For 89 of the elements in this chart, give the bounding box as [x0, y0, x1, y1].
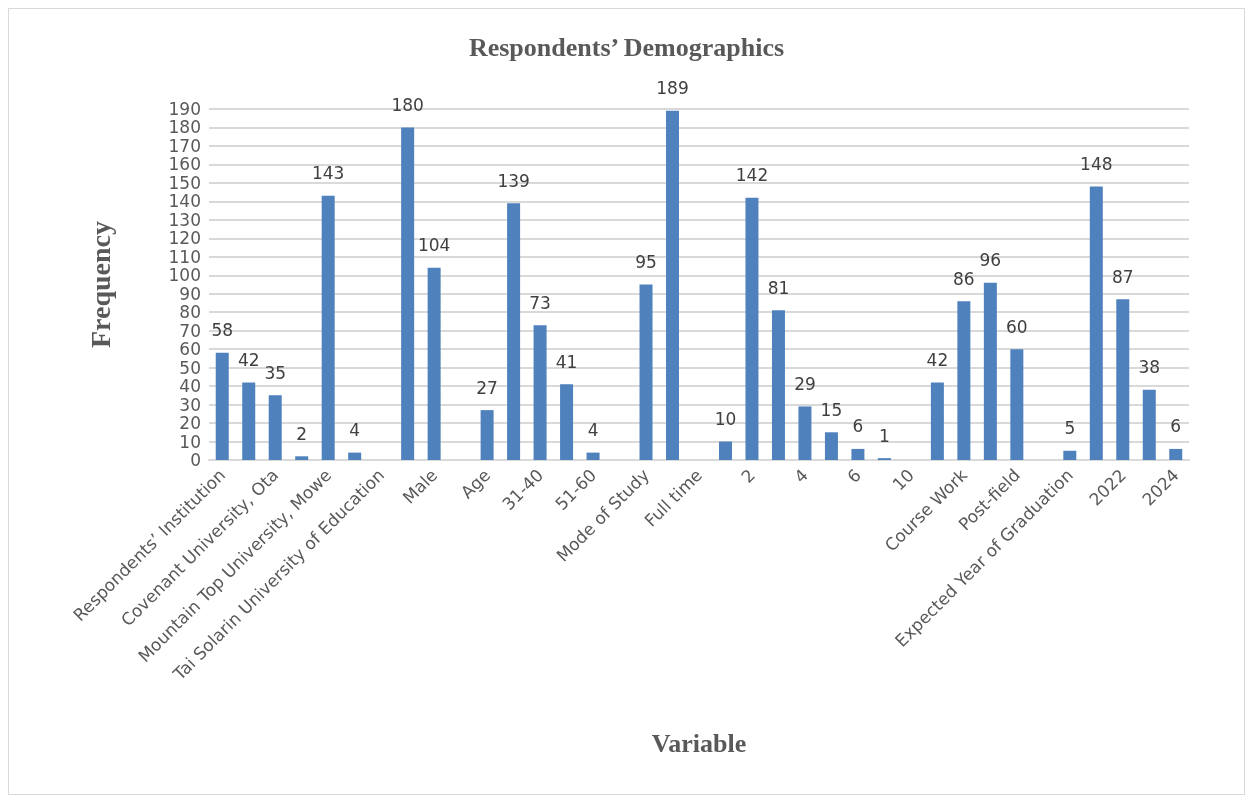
y-tick-label: 180 — [168, 117, 201, 138]
data-label: 6 — [1170, 416, 1182, 437]
bar — [745, 197, 759, 460]
y-tick-label: 100 — [168, 265, 201, 286]
bar — [1142, 389, 1156, 460]
data-label: 95 — [635, 252, 657, 272]
data-label: 4 — [349, 420, 361, 441]
data-label: 15 — [820, 399, 843, 420]
data-label: 6 — [852, 416, 864, 437]
data-label: 1 — [878, 425, 890, 446]
data-label: 29 — [794, 373, 816, 394]
y-tick-label: 190 — [168, 99, 201, 119]
y-tick-label: 0 — [190, 450, 201, 470]
bar — [507, 203, 521, 460]
x-tick-label: 6 — [843, 464, 865, 487]
bar — [1010, 349, 1024, 460]
data-label: 96 — [979, 250, 1002, 271]
y-tick-label: 30 — [179, 394, 201, 415]
data-label: 41 — [555, 351, 578, 372]
y-tick-label: 90 — [179, 283, 201, 304]
data-label: 142 — [735, 165, 769, 186]
bar — [480, 410, 494, 460]
y-tick-label: 170 — [168, 135, 201, 156]
data-label: 10 — [714, 409, 737, 430]
y-tick-label: 140 — [168, 191, 201, 212]
y-tick-label: 50 — [179, 357, 201, 378]
data-label: 189 — [656, 78, 689, 99]
data-label: 42 — [926, 349, 949, 370]
y-tick-label: 110 — [168, 246, 201, 267]
data-label: 38 — [1138, 357, 1161, 378]
bar — [1063, 450, 1077, 460]
bar — [851, 448, 865, 460]
y-tick-label: 120 — [168, 228, 201, 249]
data-label: 35 — [264, 362, 287, 383]
data-label: 104 — [417, 235, 451, 256]
y-axis-title: Frequency — [84, 220, 116, 349]
bar — [798, 406, 812, 460]
x-tick-label: 4 — [790, 464, 813, 487]
bar — [1089, 186, 1103, 460]
bar — [957, 301, 971, 460]
data-label: 180 — [391, 94, 424, 115]
y-tick-label: 160 — [168, 154, 201, 175]
bar — [639, 284, 653, 460]
bar — [427, 267, 441, 460]
data-label: 86 — [953, 268, 975, 289]
data-label: 2 — [296, 423, 308, 444]
data-label: 42 — [237, 349, 260, 370]
x-axis-title: Variable — [651, 728, 747, 758]
bar — [533, 325, 547, 460]
chart-title: Respondents’ Demographics — [468, 32, 785, 62]
y-tick-label: 10 — [179, 431, 201, 452]
bar — [983, 282, 997, 460]
y-tick-label: 20 — [179, 413, 201, 434]
bar — [295, 456, 309, 460]
data-label: 60 — [1006, 316, 1028, 337]
data-label: 27 — [476, 377, 498, 398]
data-label: 143 — [311, 163, 345, 184]
data-label: 148 — [1080, 154, 1113, 175]
y-tick-label: 80 — [179, 302, 201, 323]
bar — [268, 395, 282, 460]
bar — [348, 452, 362, 460]
data-label: 4 — [587, 420, 599, 441]
y-tick-label: 150 — [168, 172, 201, 193]
bar — [771, 310, 785, 460]
data-label: 87 — [1111, 266, 1134, 287]
data-label: 81 — [767, 277, 790, 298]
bar — [930, 382, 944, 460]
bar — [824, 432, 838, 460]
x-tick-label: Age — [456, 464, 495, 503]
data-label: 73 — [529, 292, 551, 313]
y-tick-label: 70 — [179, 320, 201, 341]
bar — [560, 384, 574, 460]
bar — [1116, 299, 1130, 460]
data-label: 58 — [211, 320, 234, 341]
y-tick-label: 40 — [179, 376, 201, 397]
bar — [215, 352, 229, 460]
bar — [1169, 448, 1183, 460]
bar — [401, 127, 415, 460]
bar — [242, 382, 256, 460]
data-label: 5 — [1064, 418, 1076, 439]
x-tick-label: 10 — [888, 464, 918, 495]
bar — [718, 441, 732, 460]
bar — [321, 195, 335, 460]
data-label: 139 — [497, 170, 530, 191]
bar — [586, 452, 600, 460]
y-tick-label: 130 — [168, 209, 201, 230]
y-tick-label: 60 — [179, 339, 201, 360]
x-tick-label: 2 — [737, 464, 760, 487]
bar — [666, 110, 680, 460]
